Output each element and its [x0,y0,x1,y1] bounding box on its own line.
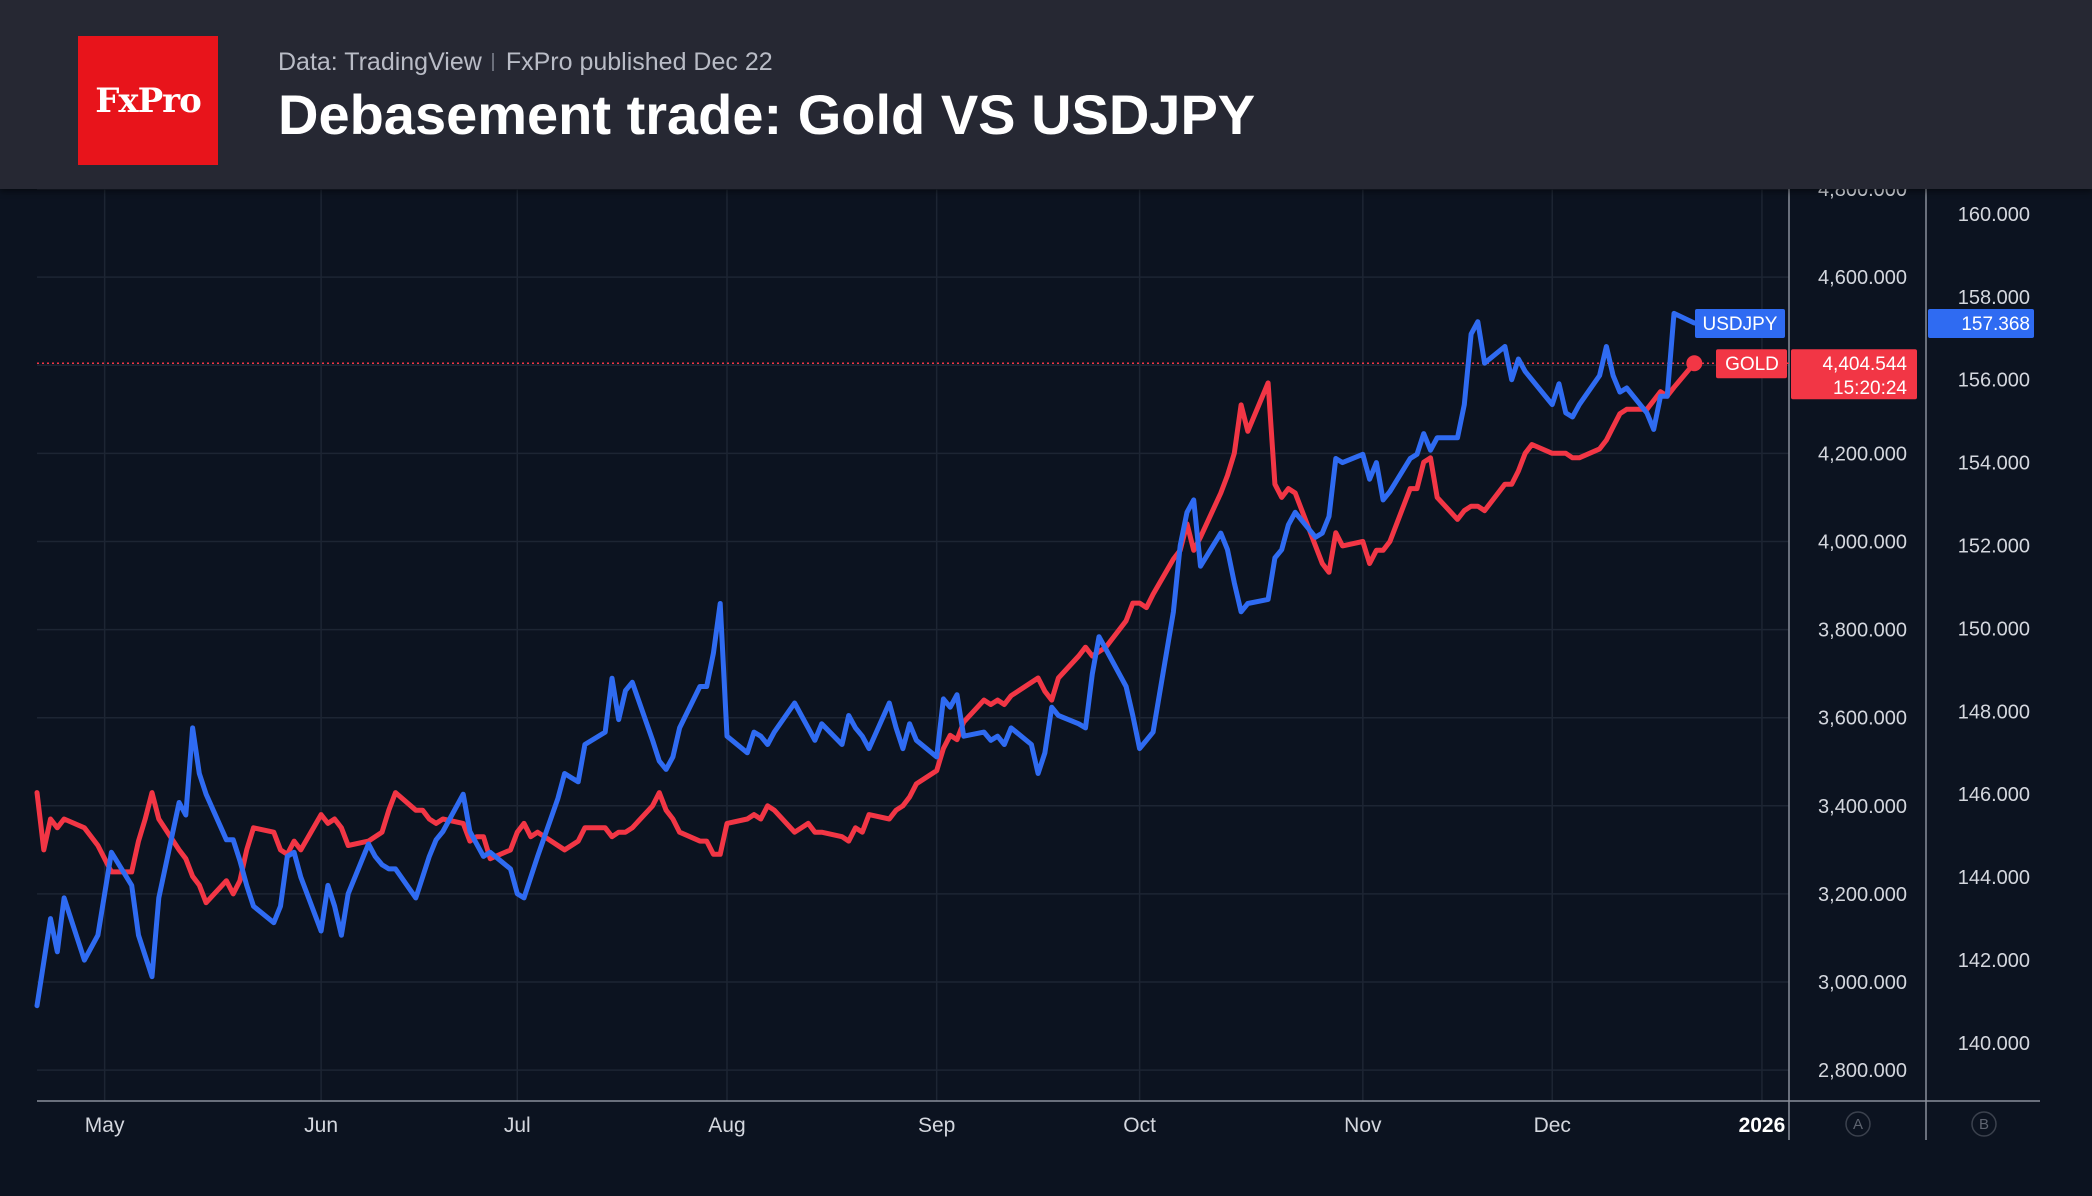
gold-series-line [34,360,1697,906]
usdjpy-tick-label: 150.000 [1958,618,2030,640]
usdjpy-price-scale[interactable]: 140.000 142.000 144.000 146.000 148.000 150.0… [1958,204,2030,1055]
time-tick-label: Nov [1344,1114,1382,1137]
usdjpy-tick-label: 148.000 [1958,701,2030,723]
scale-a-circle [1845,1111,1871,1137]
usdjpy-name-tag [1695,308,1785,338]
time-tick-label: Jul [504,1114,531,1137]
gold-value-label: 4,404.544 [1822,354,1907,375]
usdjpy-value-label: 157.368 [1961,314,2030,335]
time-axis[interactable]: May Jun Jul Aug Sep Oct Nov Dec 2026 [85,1114,1786,1137]
price-tags: USDJPY 157.368 GOLD 4,404.544 15:20:24 [1695,308,2034,400]
scale-b-button[interactable]: B [1971,1111,1997,1137]
usdjpy-tick-label: 154.000 [1958,453,2030,475]
gold-value-tag [1791,349,1917,400]
gold-tick-label: 2,800.000 [1818,1060,1907,1082]
time-tick-label: May [85,1114,125,1137]
usdjpy-tick-label: 152.000 [1958,536,2030,558]
usdjpy-name-label: USDJPY [1703,314,1778,335]
time-tick-label: Jun [304,1114,338,1137]
data-source: Data: TradingView [278,48,482,76]
scale-a-label: A [1853,1116,1863,1133]
gold-tick-label: 3,600.000 [1818,708,1907,730]
gold-tick-label: 3,400.000 [1818,796,1907,818]
chart-subtitle: Data: TradingView FxPro published Dec 22 [278,48,773,77]
time-tick-label: Dec [1534,1114,1571,1137]
series-layer [34,310,1703,1009]
gold-tick-label: 4,200.000 [1818,443,1907,465]
time-tick-label: Sep [918,1114,955,1137]
gold-tick-label: 3,000.000 [1818,972,1907,994]
usdjpy-tick-label: 144.000 [1958,867,2030,889]
time-tick-label: Oct [1123,1114,1156,1137]
gold-tick-label: 3,800.000 [1818,620,1907,642]
usdjpy-tick-label: 156.000 [1958,370,2030,392]
gold-tick-label: 4,600.000 [1818,267,1907,289]
gold-name-tag [1716,349,1787,379]
axis-lines [37,189,2040,1140]
usdjpy-tick-label: 158.000 [1958,287,2030,309]
chart-title: Debasement trade: Gold VS USDJPY [278,83,1256,146]
usdjpy-tick-label: 146.000 [1958,784,2030,806]
grid-lines [37,188,1789,1101]
fxpro-logo: FxPro [78,36,218,165]
time-tick-label: 2026 [1739,1114,1786,1137]
gold-price-scale[interactable]: 2,800.000 3,000.000 3,200.000 3,400.000 3,60… [1818,179,1907,1082]
usdjpy-tick-label: 140.000 [1958,1033,2030,1055]
gold-tick-label: 4,000.000 [1818,531,1907,553]
time-tick-label: Aug [708,1114,745,1137]
usdjpy-tick-label: 142.000 [1958,950,2030,972]
gold-name-label: GOLD [1725,354,1779,375]
logo-text: FxPro [95,80,202,121]
gold-tick-label: 3,200.000 [1818,884,1907,906]
gold-last-point [1686,355,1703,372]
header-bar: FxPro Data: TradingView FxPro published D… [0,0,2092,189]
usdjpy-series-line [34,310,1697,1009]
scale-b-circle [1971,1111,1997,1137]
scale-b-label: B [1979,1116,1989,1133]
gold-countdown-label: 15:20:24 [1833,378,1907,399]
subtitle-divider [491,53,494,71]
published-date: FxPro published Dec 22 [505,48,773,76]
scale-a-button[interactable]: A [1845,1111,1871,1137]
usdjpy-tick-label: 160.000 [1958,204,2030,226]
usdjpy-value-tag [1928,308,2034,338]
